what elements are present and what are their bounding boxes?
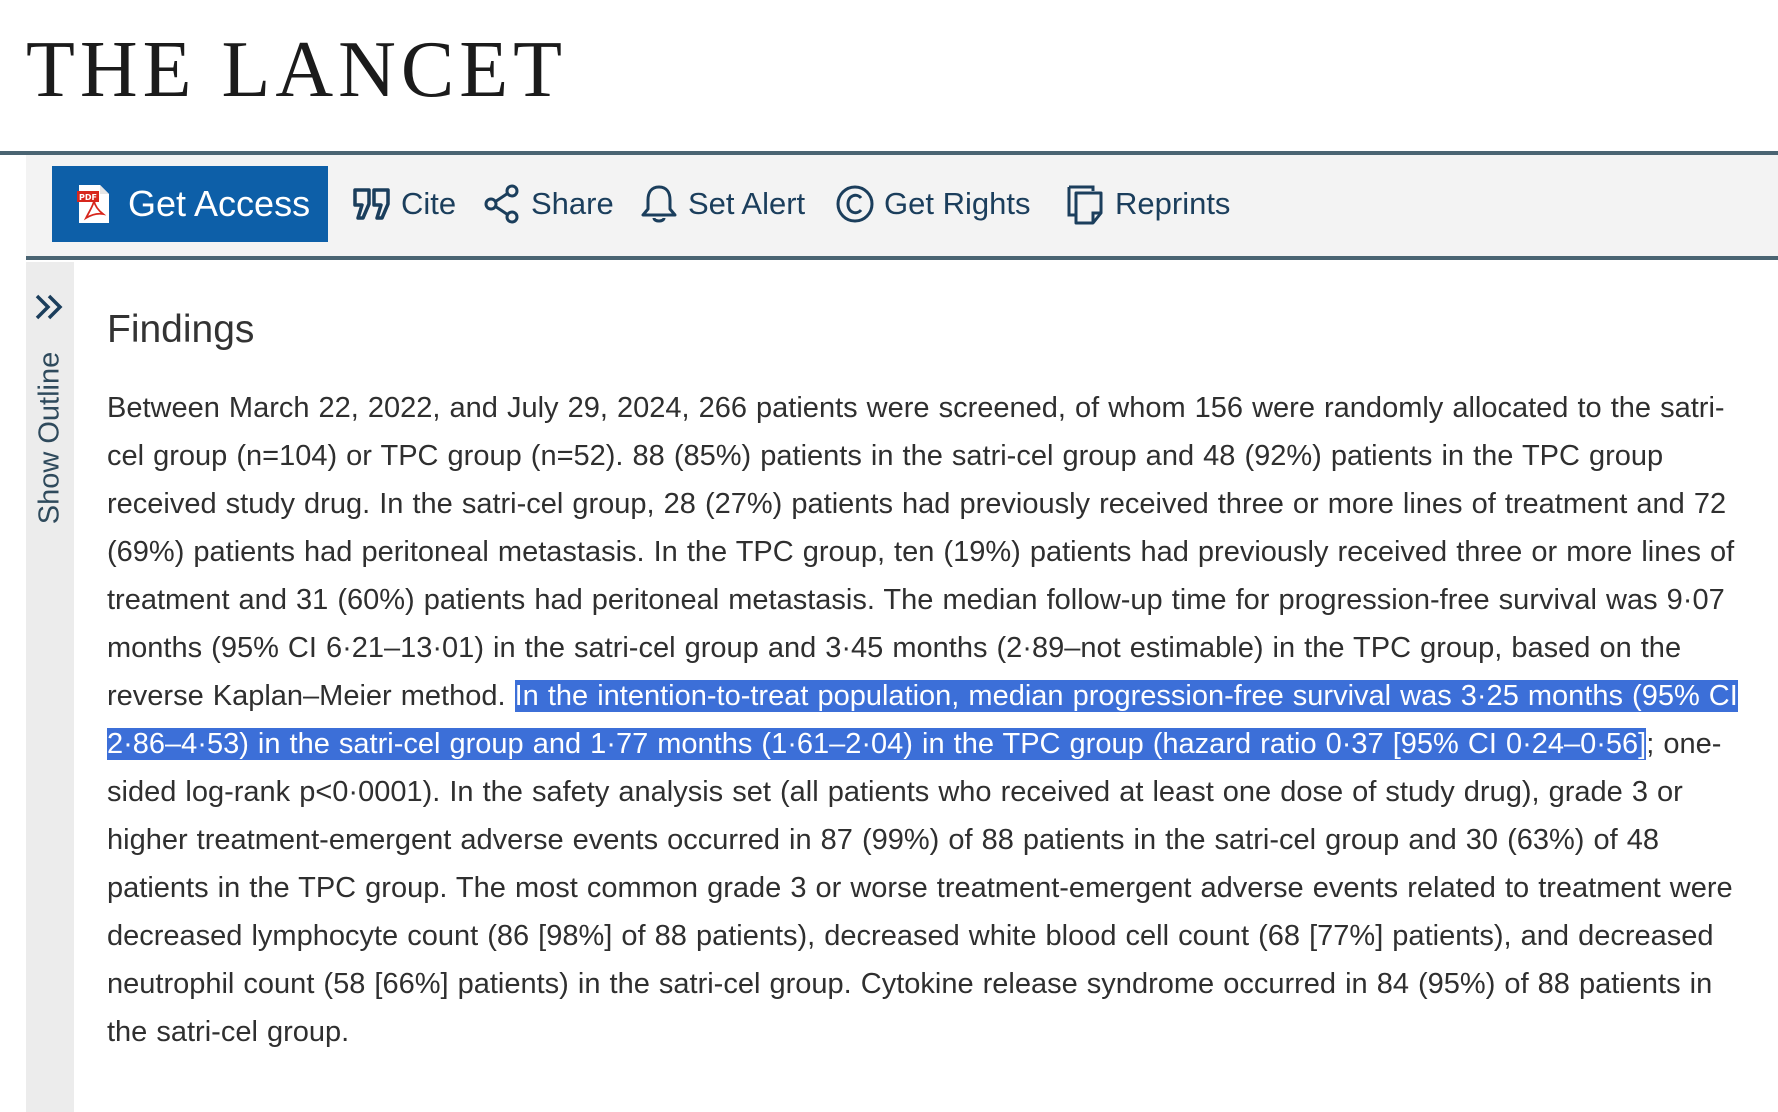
share-button[interactable]: Share [481,180,614,228]
article-section: Findings Between March 22, 2022, and Jul… [107,300,1747,1056]
copyright-icon [834,182,876,226]
cite-button[interactable]: Cite [351,180,456,228]
set-alert-button[interactable]: Set Alert [638,180,805,228]
selected-text: In the intention-to-treat population, me… [107,680,1738,760]
outline-sidebar [26,262,74,1112]
masthead: THE LANCET [0,0,1778,152]
cite-label: Cite [401,186,457,221]
section-title: Findings [107,308,255,351]
findings-paragraph: Between March 22, 2022, and July 29, 202… [107,384,1747,1056]
get-access-button[interactable]: PDF Get Access [52,166,328,242]
toolbar-divider [26,256,1778,260]
paragraph-text-after: ; one-sided log-rank p<0·0001). In the s… [107,728,1733,1048]
bell-icon [638,182,680,226]
journal-logo[interactable]: THE LANCET [26,26,568,114]
set-alert-label: Set Alert [688,186,806,221]
quote-icon [351,182,393,226]
double-chevron-right-icon[interactable] [32,290,68,326]
get-rights-button[interactable]: Get Rights [834,180,1030,228]
reprints-label: Reprints [1115,186,1231,221]
share-icon [481,182,523,226]
pdf-icon: PDF [76,184,112,224]
share-label: Share [531,186,614,221]
get-rights-label: Get Rights [884,186,1031,221]
show-outline-toggle[interactable]: Show Outline [33,351,66,525]
paragraph-text-before: Between March 22, 2022, and July 29, 202… [107,392,1735,712]
masthead-divider [0,151,1778,155]
svg-text:PDF: PDF [79,193,97,202]
get-access-label: Get Access [128,183,311,224]
reprints-button[interactable]: Reprints [1065,180,1230,228]
reprints-icon [1065,182,1107,226]
